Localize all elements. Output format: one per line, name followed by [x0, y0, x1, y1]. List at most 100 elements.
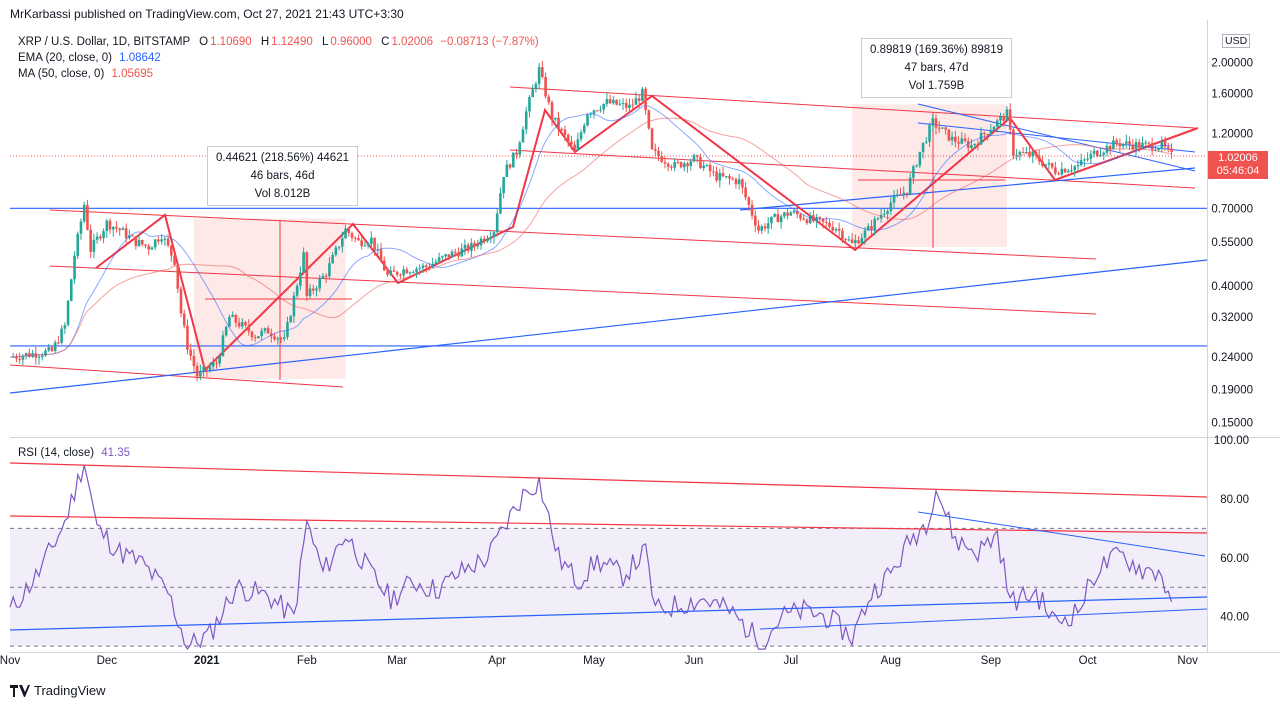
candle-body: [218, 355, 222, 364]
candle-body: [21, 356, 25, 360]
candle-body: [176, 264, 180, 289]
candle-body: [1105, 145, 1109, 153]
candle-body: [512, 152, 515, 168]
candle-body: [441, 256, 444, 258]
candle-body: [15, 356, 18, 359]
candle-body: [553, 117, 557, 120]
candle-body: [392, 270, 396, 272]
candle-body: [18, 358, 21, 360]
candle-body: [805, 219, 809, 224]
candle-body: [1021, 152, 1025, 154]
candle-body: [583, 125, 586, 133]
candle-body: [1125, 141, 1128, 144]
candle-body: [1008, 109, 1012, 130]
candle-body: [766, 223, 770, 229]
time-axis-label: Nov: [1177, 655, 1198, 667]
candle-body: [1092, 150, 1096, 154]
candle-body: [944, 127, 947, 130]
candle-body: [1034, 152, 1038, 156]
candle-body: [708, 164, 712, 172]
candle-body: [966, 141, 970, 148]
candle-body: [447, 254, 451, 258]
candle-body: [144, 244, 147, 246]
candle-body: [666, 163, 670, 167]
time-axis-label: Sep: [981, 655, 1001, 667]
candle-body: [1157, 148, 1160, 151]
candle-body: [28, 353, 31, 357]
candle-body: [53, 342, 57, 351]
candle-body: [915, 165, 918, 167]
candle-body: [211, 362, 215, 367]
ma-value: 1.05695: [111, 68, 154, 80]
candle-body: [1041, 161, 1044, 166]
candle-body: [828, 222, 831, 228]
candle-body: [247, 325, 251, 332]
candle-body: [873, 218, 876, 230]
time-axis-label: Jul: [783, 655, 798, 667]
open-label: O: [199, 36, 209, 48]
candle-body: [453, 251, 457, 253]
measure-1-volume: Vol 8.012B: [254, 188, 311, 200]
candle-body: [1073, 166, 1077, 171]
candle-body: [886, 211, 889, 214]
candle-body: [179, 288, 183, 314]
candle-body: [334, 247, 338, 255]
change-value: −0.08713 (−7.87%): [440, 36, 539, 48]
measure-box-2: 0.89819 (169.36%) 89819 47 bars, 47d Vol…: [861, 38, 1012, 98]
price-axis-tick: 0.55000: [1211, 237, 1253, 249]
time-axis-label: Feb: [297, 655, 317, 667]
candle-body: [850, 239, 854, 243]
channel-line: [509, 86, 1196, 129]
candle-body: [134, 236, 138, 246]
candle-body: [615, 99, 618, 105]
currency-label[interactable]: USD: [1222, 34, 1251, 48]
candle-body: [841, 230, 844, 240]
tradingview-footer[interactable]: TradingView: [10, 683, 106, 698]
candle-body: [721, 173, 725, 177]
candle-body: [799, 214, 802, 219]
candle-body: [1070, 170, 1073, 172]
rsi-legend[interactable]: RSI (14, close) 41.35: [18, 447, 130, 459]
ema-legend[interactable]: EMA (20, close, 0) 1.08642: [18, 52, 161, 64]
candle-body: [602, 103, 605, 110]
measure-1-change: 0.44621 (218.56%) 44621: [216, 152, 349, 164]
time-axis-label: Apr: [488, 655, 506, 667]
candle-body: [305, 252, 309, 297]
candle-body: [931, 118, 935, 126]
candle-body: [524, 111, 528, 130]
candle-body: [47, 347, 51, 351]
candle-body: [231, 314, 234, 317]
candle-body: [979, 132, 983, 145]
candle-body: [860, 237, 864, 244]
candle-body: [676, 162, 680, 164]
candle-body: [1115, 140, 1118, 144]
candle-body: [1102, 152, 1106, 155]
rsi-label: RSI (14, close): [18, 447, 95, 459]
ma-legend[interactable]: MA (50, close, 0) 1.05695: [18, 68, 153, 80]
candle-body: [1170, 148, 1173, 152]
candle-body: [473, 243, 476, 246]
candle-body: [424, 265, 428, 268]
candle-body: [382, 260, 386, 271]
candle-body: [505, 164, 509, 178]
candle-body: [508, 164, 512, 168]
candle-body: [1141, 142, 1144, 148]
time-axis-label: May: [583, 655, 605, 667]
candle-body: [150, 247, 154, 250]
candle-body: [521, 129, 525, 143]
candle-body: [321, 275, 325, 279]
candle-body: [957, 141, 960, 144]
candle-body: [347, 228, 351, 234]
candle-body: [776, 214, 780, 223]
symbol-name[interactable]: XRP / U.S. Dollar, 1D, BITSTAMP: [18, 36, 190, 48]
candle-body: [854, 240, 857, 243]
candle-body: [215, 362, 218, 364]
candle-body: [412, 272, 415, 274]
candle-body: [744, 187, 747, 198]
candle-body: [208, 366, 212, 370]
candle-body: [892, 195, 896, 203]
price-axis-tick: 0.40000: [1211, 281, 1253, 293]
candle-body: [1044, 164, 1047, 166]
candle-body: [612, 99, 615, 104]
